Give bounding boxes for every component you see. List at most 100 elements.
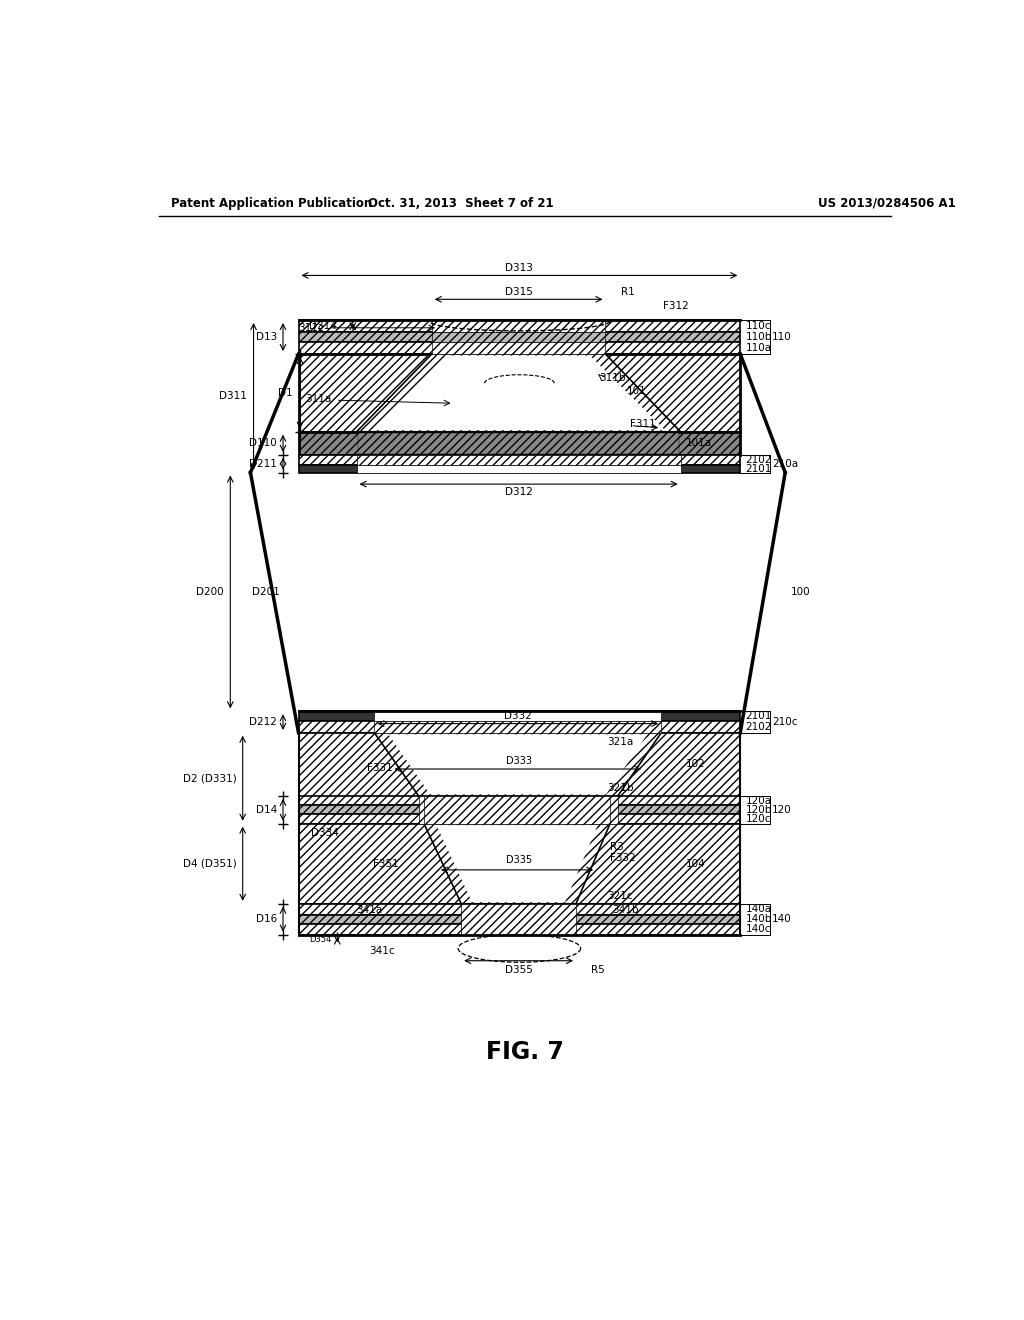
Text: F331: F331: [368, 763, 393, 774]
Text: FIG. 7: FIG. 7: [485, 1040, 564, 1064]
Text: Patent Application Publication: Patent Application Publication: [171, 197, 372, 210]
Text: 100: 100: [791, 587, 810, 597]
Bar: [299, 711, 740, 721]
Text: 341c: 341c: [370, 946, 395, 957]
Text: D313: D313: [506, 263, 534, 273]
Text: D355: D355: [505, 965, 532, 975]
Polygon shape: [356, 354, 681, 432]
Text: 120c: 120c: [745, 814, 771, 824]
Text: 110: 110: [772, 333, 792, 342]
Text: D335: D335: [506, 855, 532, 865]
Text: D2 (D331): D2 (D331): [182, 774, 237, 783]
Bar: [299, 915, 740, 924]
Bar: [432, 342, 605, 354]
Text: 2101: 2101: [745, 711, 772, 721]
Text: 311c: 311c: [298, 323, 324, 333]
Text: 102: 102: [686, 759, 706, 770]
Text: 110c: 110c: [745, 321, 771, 331]
Text: US 2013/0284506 A1: US 2013/0284506 A1: [818, 197, 955, 210]
Bar: [419, 796, 617, 824]
Text: 140c: 140c: [745, 924, 771, 935]
Bar: [299, 342, 740, 354]
Text: R1: R1: [621, 286, 635, 297]
Bar: [356, 465, 681, 473]
Text: R3: R3: [610, 842, 624, 851]
Text: F312: F312: [663, 301, 688, 312]
Text: D110: D110: [249, 438, 276, 449]
Text: 140b: 140b: [745, 915, 772, 924]
Bar: [358, 433, 679, 454]
Bar: [299, 924, 740, 935]
Text: 140a: 140a: [745, 904, 772, 915]
Text: 120: 120: [772, 805, 792, 814]
Text: D333: D333: [507, 756, 532, 767]
Text: 311a: 311a: [305, 393, 332, 404]
Text: D311: D311: [219, 391, 248, 401]
Text: 210c: 210c: [772, 717, 798, 727]
Text: 341b: 341b: [612, 906, 639, 915]
Text: R5: R5: [592, 965, 605, 975]
Text: D314: D314: [309, 321, 337, 331]
Bar: [299, 465, 740, 473]
Text: D212: D212: [249, 717, 276, 727]
Bar: [299, 824, 740, 904]
Bar: [356, 455, 681, 465]
Text: 101a: 101a: [686, 438, 712, 449]
Bar: [299, 721, 740, 733]
Text: D312: D312: [505, 487, 532, 496]
Text: D1: D1: [279, 388, 293, 397]
Bar: [424, 796, 610, 824]
Text: D16: D16: [256, 915, 276, 924]
Text: 110b: 110b: [745, 333, 772, 342]
Text: F311: F311: [630, 418, 656, 429]
Text: D200: D200: [197, 587, 224, 597]
Text: 2102: 2102: [745, 722, 772, 731]
Text: D354: D354: [308, 936, 331, 944]
Bar: [358, 433, 679, 454]
Text: D334: D334: [311, 828, 339, 838]
Text: Oct. 31, 2013  Sheet 7 of 21: Oct. 31, 2013 Sheet 7 of 21: [369, 197, 554, 210]
Text: 210a: 210a: [772, 459, 798, 469]
Bar: [375, 711, 662, 721]
Text: 104: 104: [686, 859, 706, 869]
Text: 321a: 321a: [607, 737, 633, 747]
Text: 311b: 311b: [599, 372, 626, 383]
Bar: [432, 333, 605, 342]
Text: 120b: 120b: [745, 805, 772, 814]
Text: 321c: 321c: [607, 891, 633, 902]
Bar: [299, 904, 740, 915]
Bar: [432, 321, 605, 333]
Bar: [299, 814, 740, 824]
Text: 321b: 321b: [607, 783, 634, 793]
Text: 101: 101: [627, 385, 647, 396]
Text: D13: D13: [256, 333, 276, 342]
Polygon shape: [436, 825, 598, 903]
Polygon shape: [424, 824, 610, 904]
Text: D14: D14: [256, 805, 276, 814]
Bar: [299, 432, 740, 455]
Text: D201: D201: [252, 587, 280, 597]
Bar: [375, 721, 662, 733]
Bar: [299, 455, 740, 465]
Text: D332: D332: [504, 711, 531, 721]
Text: 2102: 2102: [745, 455, 772, 465]
Bar: [299, 333, 740, 342]
Bar: [299, 796, 740, 805]
Polygon shape: [375, 733, 662, 796]
Text: 140: 140: [772, 915, 792, 924]
Bar: [299, 733, 740, 824]
Bar: [461, 904, 575, 935]
Bar: [299, 805, 740, 814]
Text: 110a: 110a: [745, 343, 772, 352]
Bar: [299, 354, 740, 432]
Text: D211: D211: [249, 459, 276, 469]
Text: D4 (D351): D4 (D351): [182, 859, 237, 869]
Text: F332: F332: [610, 853, 636, 862]
Polygon shape: [388, 734, 647, 795]
Text: 120a: 120a: [745, 796, 772, 805]
Text: 341a: 341a: [356, 906, 382, 915]
Text: F351: F351: [374, 859, 399, 869]
Text: D315: D315: [505, 286, 532, 297]
Text: 2101: 2101: [745, 463, 772, 474]
Polygon shape: [372, 355, 665, 430]
